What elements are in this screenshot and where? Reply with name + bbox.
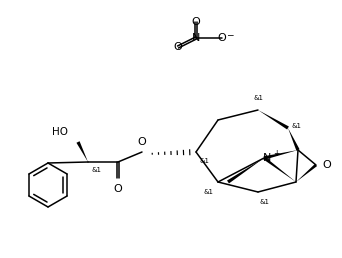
Text: HO: HO bbox=[52, 127, 68, 137]
Polygon shape bbox=[296, 164, 317, 182]
Text: &1: &1 bbox=[253, 95, 263, 101]
Polygon shape bbox=[258, 110, 289, 130]
Text: O: O bbox=[114, 184, 122, 194]
Text: O: O bbox=[322, 160, 331, 170]
Polygon shape bbox=[263, 157, 296, 182]
Polygon shape bbox=[227, 158, 264, 183]
Polygon shape bbox=[76, 141, 88, 162]
Text: O: O bbox=[218, 33, 226, 43]
Text: O: O bbox=[137, 137, 146, 147]
Polygon shape bbox=[288, 128, 300, 151]
Text: O: O bbox=[174, 42, 182, 52]
Text: &1: &1 bbox=[292, 123, 302, 129]
Text: N: N bbox=[263, 153, 271, 163]
Text: O: O bbox=[192, 17, 200, 27]
Polygon shape bbox=[264, 150, 298, 160]
Text: +: + bbox=[273, 149, 279, 158]
Text: N: N bbox=[192, 33, 200, 43]
Text: &1: &1 bbox=[92, 167, 102, 173]
Text: &1: &1 bbox=[200, 158, 210, 164]
Text: &1: &1 bbox=[204, 189, 214, 195]
Text: &1: &1 bbox=[260, 199, 270, 205]
Text: −: − bbox=[226, 30, 234, 39]
